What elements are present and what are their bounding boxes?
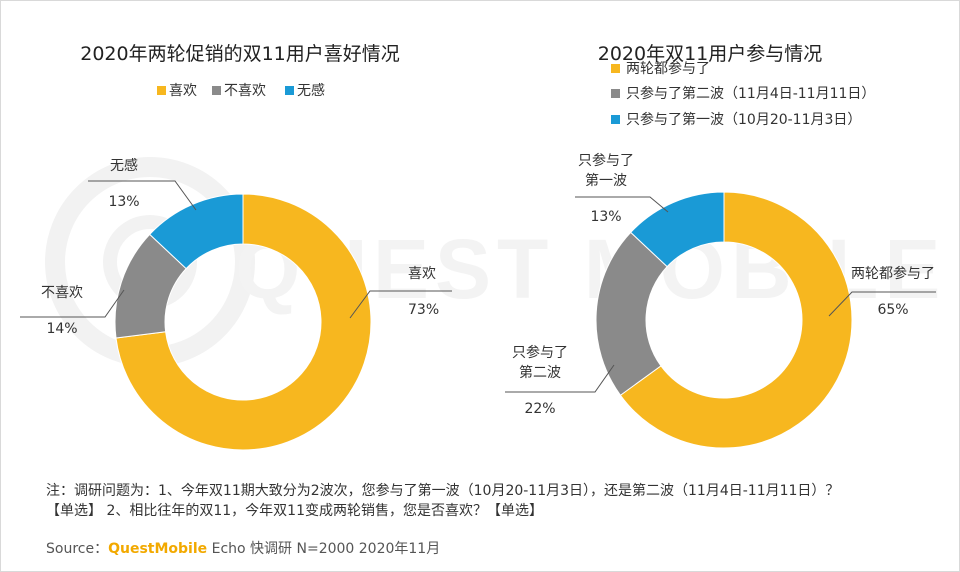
source-rest: Echo 快调研 N=2000 2020年11月 [207,541,441,557]
legend-swatch-3 [285,86,294,95]
leader-line-2 [505,364,615,393]
source-brand: QuestMobile [108,541,208,557]
legend-swatch-2 [611,89,620,98]
legend-item-3: 只参与了第一波（10月20-11月3日） [626,111,861,128]
leader-line-2 [20,289,125,318]
chart-title: 2020年双11用户参与情况 [598,43,823,65]
legend-item-2: 只参与了第二波（11月4日-11月11日） [626,85,875,102]
legend-item-1: 两轮都参与了 [626,60,710,77]
slice-label-2: 不喜欢 [41,285,83,301]
slice-label-2: 只参与了第二波 [512,344,568,381]
slice-label-1: 喜欢 [408,266,436,282]
legend-swatch-1 [611,64,620,73]
slice-value-1: 65% [877,302,908,318]
slice-value-1: 73% [408,302,439,318]
slice-value-3: 13% [590,209,621,225]
slice-3 [629,191,725,268]
legend-swatch-2 [212,86,221,95]
leader-line-1 [349,290,452,319]
slice-3 [148,193,244,270]
data-labels: 两轮都参与了 65% 只参与了第二波 22% 只参与了第一波 13% [505,152,936,417]
legend-item-3: 无感 [297,82,325,99]
footnote: 注：调研问题为：1、今年双11期大致分为2波次，您参与了第一波（10月20-11… [46,481,926,521]
slice-value-2: 22% [524,401,555,417]
data-labels: 喜欢 73% 不喜欢 14% 无感 13% [20,157,452,337]
source-prefix: Source： [46,541,109,557]
legend-item-1: 喜欢 [169,83,197,99]
slice-1 [619,191,853,449]
slices [114,193,372,451]
slice-label-3: 只参与了第一波 [578,152,634,189]
legend-swatch-1 [157,86,166,95]
chart-title: 2020年两轮促销的双11用户喜好情况 [80,43,400,65]
slices [595,191,853,449]
legend-item-2: 不喜欢 [224,83,266,99]
slice-label-1: 两轮都参与了 [851,265,935,282]
footnote-line-2: 【单选】 2、相比往年的双11，今年双11变成两轮销售，您是否喜欢？【单选】 [46,503,543,519]
footnote-line-1: 注：调研问题为：1、今年双11期大致分为2波次，您参与了第一波（10月20-11… [46,483,840,499]
slice-1 [115,193,372,451]
leader-line-3 [575,196,669,213]
slice-value-3: 13% [108,194,139,210]
slice-label-3: 无感 [110,157,138,174]
legend-swatch-3 [611,115,620,124]
legend: 喜欢 不喜欢 无感 [157,82,325,99]
slice-value-2: 14% [46,321,77,337]
source-line: Source：QuestMobile Echo 快调研 N=2000 2020年… [46,539,440,559]
leader-line-3 [88,180,197,211]
leader-line-1 [828,291,936,317]
